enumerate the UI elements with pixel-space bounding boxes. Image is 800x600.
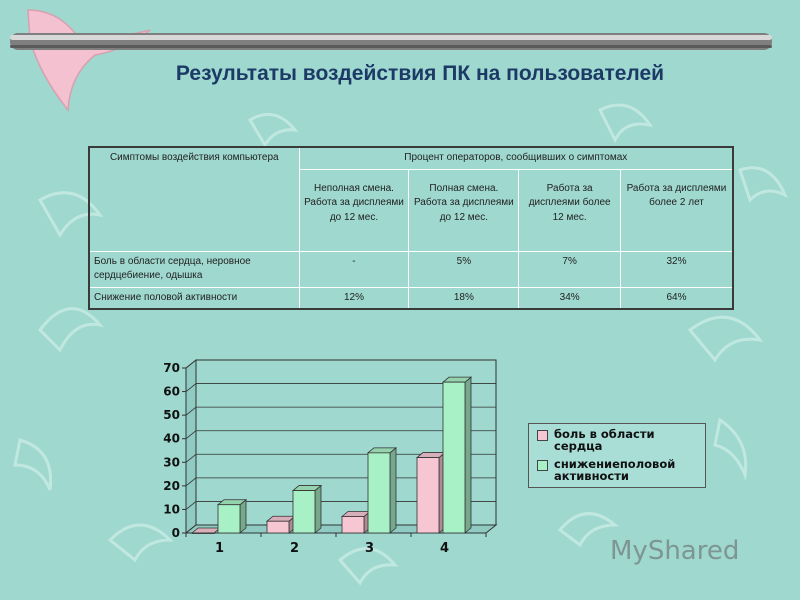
header-rod (10, 33, 772, 50)
gridline (185, 406, 197, 416)
watermark-logo: MyShared (610, 536, 739, 566)
table-cell: 18% (408, 286, 520, 310)
y-tick-label: 20 (163, 479, 180, 493)
table-cell: 34% (518, 286, 621, 310)
bar (366, 447, 398, 534)
bar (415, 451, 447, 534)
y-tick-label: 0 (172, 526, 180, 540)
table-row: Боль в области сердца, неровное сердцеби… (88, 250, 734, 288)
gridline (185, 383, 197, 392)
bar (441, 376, 473, 534)
gridline (185, 430, 197, 440)
legend-swatch (537, 460, 548, 471)
table-group-header: Процент операторов, сообщивших о симптом… (298, 146, 734, 170)
x-tick-label: 2 (290, 541, 299, 556)
y-tick-label: 30 (163, 455, 180, 469)
bar (291, 484, 323, 534)
x-tick-label: 4 (440, 541, 449, 556)
x-tick-label: 1 (215, 541, 224, 556)
gridline (185, 359, 197, 369)
legend-swatch (537, 430, 548, 441)
table-subheader-3: Работа за дисплеями более 12 мес. (518, 168, 621, 252)
legend-label: снижениеполовой активности (554, 457, 676, 484)
row-label: Боль в области сердца, неровное сердцеби… (88, 250, 300, 288)
plot-side-wall (185, 358, 197, 535)
bar (190, 527, 222, 534)
table-cell: 12% (298, 286, 410, 310)
y-tick-label: 40 (163, 432, 180, 446)
y-tick-label: 10 (163, 502, 180, 516)
bar (340, 510, 372, 534)
table-cell: 64% (619, 286, 734, 310)
table-cell: 5% (408, 250, 520, 288)
legend-item: снижениеполовой активности (537, 458, 705, 482)
x-tick-label: 3 (365, 541, 374, 556)
table-cell: - (298, 250, 410, 288)
legend-item: боль в области сердца (537, 428, 705, 452)
symptoms-table: Симптомы воздействия компьютера Процент … (88, 146, 734, 310)
table-header-symptoms: Симптомы воздействия компьютера (88, 146, 300, 252)
boomerang-decoration (27, 9, 151, 112)
table-row: Снижение половой активности 12% 18% 34% … (88, 286, 734, 310)
bar (265, 515, 297, 534)
chart-legend: боль в области сердца снижениеполовой ак… (528, 423, 706, 488)
gridline (185, 477, 197, 487)
table-cell: 7% (518, 250, 621, 288)
gridline (185, 501, 197, 510)
bar (216, 498, 248, 534)
watermark-text: MyShared (610, 536, 740, 566)
row-label: Снижение половой активности (88, 286, 300, 310)
table-cell: 32% (619, 250, 734, 288)
table-subheader-4: Работа за дисплеями более 2 лет (619, 168, 734, 252)
y-tick-label: 50 (163, 408, 180, 422)
legend-label: боль в области сердца (554, 427, 655, 454)
bar-chart: 0 10 20 30 40 50 60 70 1 2 3 4 (163, 358, 498, 556)
table-subheader-1: Неполная смена. Работа за дисплеями до 1… (298, 168, 410, 252)
y-tick-label: 60 (163, 385, 180, 399)
table-subheader-2: Полная смена. Работа за дисплеями до 12 … (408, 168, 520, 252)
page-title: Результаты воздействия ПК на пользовател… (175, 62, 665, 85)
gridline (185, 453, 197, 463)
y-tick-label: 70 (163, 361, 180, 375)
